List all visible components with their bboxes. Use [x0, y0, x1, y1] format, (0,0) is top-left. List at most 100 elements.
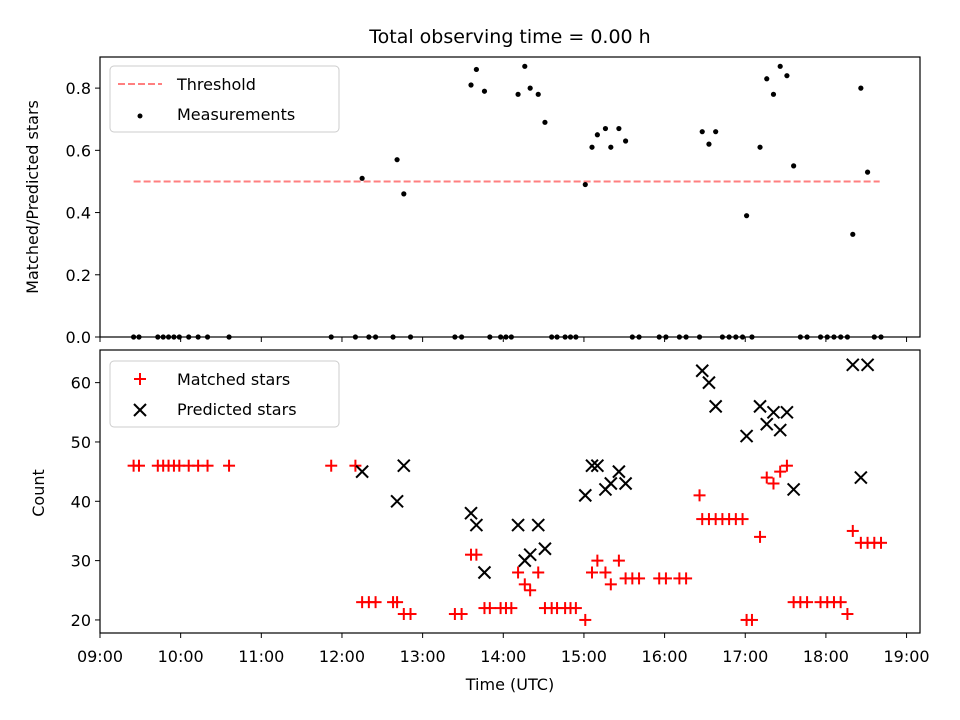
- matched-star-point: [846, 524, 859, 537]
- measurement-point: [713, 129, 719, 135]
- measurement-point: [602, 125, 609, 132]
- measurement-point: [481, 88, 488, 94]
- matched-star-point: [132, 459, 145, 472]
- bottom-y-tick-label: 50: [71, 433, 91, 452]
- bottom-y-tick-label: 40: [71, 492, 91, 511]
- predicted-star-point: [780, 405, 794, 420]
- bottom-chart: 20 30 40 50 60 09:00 10:00 11:00 12:00 13:00 14:0…: [29, 349, 930, 694]
- bottom-y-ticks: 20 30 40 50 60: [71, 374, 100, 630]
- bottom-x-tick-label: 18:00: [803, 647, 849, 666]
- measurement-point: [401, 191, 407, 197]
- top-y-tick-label: 0.4: [66, 204, 91, 223]
- legend-measurements-label: Measurements: [177, 105, 295, 124]
- measurement-point: [608, 144, 614, 150]
- matched-star-point: [455, 608, 468, 621]
- measurement-point: [527, 85, 533, 91]
- predicted-star-point: [538, 542, 552, 556]
- matched-star-point: [736, 513, 749, 526]
- matched-star-point: [834, 596, 847, 609]
- bottom-x-tick-label: 14:00: [480, 647, 526, 666]
- top-y-tick-label: 0.8: [66, 79, 91, 98]
- bottom-x-ticks: 09:00 10:00 11:00 12:00 13:00 14:00 15:00 16:00…: [77, 633, 930, 666]
- predicted-star-point: [511, 518, 525, 532]
- top-legend-frame: [109, 65, 340, 133]
- legend-predicted-label: Predicted stars: [177, 400, 297, 419]
- matched-star-point: [579, 613, 592, 626]
- predicted-star-point: [786, 482, 801, 497]
- predicted-star-point: [469, 518, 484, 532]
- matched-star-point: [680, 572, 693, 585]
- bottom-axes-frame: [99, 349, 921, 634]
- top-y-tick-label: 0.2: [66, 266, 91, 285]
- bottom-x-tick-label: 15:00: [561, 647, 607, 666]
- legend-matched-swatch: [134, 373, 146, 385]
- predicted-star-point: [585, 458, 599, 473]
- measurement-point: [594, 132, 600, 138]
- measurement-point: [770, 91, 777, 97]
- top-y-tick-label: 0.0: [66, 328, 91, 347]
- top-y-axis-label: Matched/Predicted stars: [23, 100, 42, 294]
- bottom-y-tick-label: 20: [71, 611, 91, 630]
- predicted-star-point: [397, 458, 411, 473]
- bottom-x-tick-label: 09:00: [77, 647, 123, 666]
- matched-star-point: [404, 608, 417, 621]
- matched-star-point: [470, 548, 483, 561]
- top-axes-frame: [99, 56, 921, 338]
- measurement-point: [394, 157, 400, 163]
- measurement-point: [473, 66, 479, 73]
- predicted-star-point: [618, 476, 633, 491]
- measurement-point: [757, 144, 763, 150]
- predicted-star-point: [477, 565, 492, 580]
- bottom-x-tick-label: 16:00: [642, 647, 688, 666]
- predicted-star-point: [612, 464, 626, 479]
- legend-predicted-swatch: [133, 403, 147, 417]
- predicted-star-point: [753, 399, 767, 414]
- matched-star-point: [841, 608, 854, 621]
- bottom-legend: Matched stars Predicted stars: [109, 360, 340, 428]
- bottom-y-tick-label: 60: [71, 374, 91, 393]
- predicted-star-point: [860, 358, 875, 372]
- measurement-point: [589, 144, 595, 150]
- bottom-plot-area: [127, 358, 888, 626]
- measurement-point: [784, 73, 790, 79]
- predicted-star-point: [464, 506, 478, 520]
- bottom-x-tick-label: 13:00: [400, 647, 446, 666]
- matched-star-point: [349, 459, 362, 472]
- matched-star-point: [599, 566, 612, 579]
- matched-star-point: [774, 465, 787, 478]
- predicted-star-point: [766, 405, 781, 420]
- top-x-ticks: [99, 337, 908, 342]
- matched-star-point: [524, 584, 537, 597]
- measurement-point: [864, 169, 871, 175]
- matched-star-point: [483, 602, 496, 615]
- predicted-star-point: [523, 547, 537, 562]
- matched-star-point: [532, 566, 545, 579]
- predicted-star-point: [390, 494, 404, 508]
- predicted-star-point: [604, 476, 618, 491]
- measurement-point: [616, 125, 622, 132]
- measurement-point: [468, 82, 474, 88]
- matched-star-point: [391, 596, 404, 609]
- top-legend: Threshold Measurements: [109, 65, 340, 133]
- matched-star-point: [767, 477, 780, 490]
- predicted-star-point: [708, 399, 723, 414]
- bottom-x-tick-label: 19:00: [884, 647, 930, 666]
- matched-star-point: [801, 596, 814, 609]
- matched-star-point: [745, 613, 758, 626]
- matched-star-point: [512, 566, 525, 579]
- legend-measurements-swatch: [137, 113, 143, 119]
- matched-star-point: [659, 572, 672, 585]
- predicted-star-point: [355, 464, 369, 479]
- measurement-point: [706, 141, 712, 147]
- matched-star-point: [760, 471, 773, 484]
- matched-star-point: [612, 554, 625, 567]
- measurement-point: [850, 231, 856, 237]
- matched-star-point: [223, 459, 236, 472]
- matched-star-point: [518, 578, 531, 591]
- predicted-star-point: [702, 375, 716, 390]
- measurement-point: [791, 163, 797, 169]
- top-y-tick-label: 0.6: [66, 141, 91, 160]
- measurement-point: [743, 213, 750, 219]
- predicted-star-point: [760, 417, 774, 431]
